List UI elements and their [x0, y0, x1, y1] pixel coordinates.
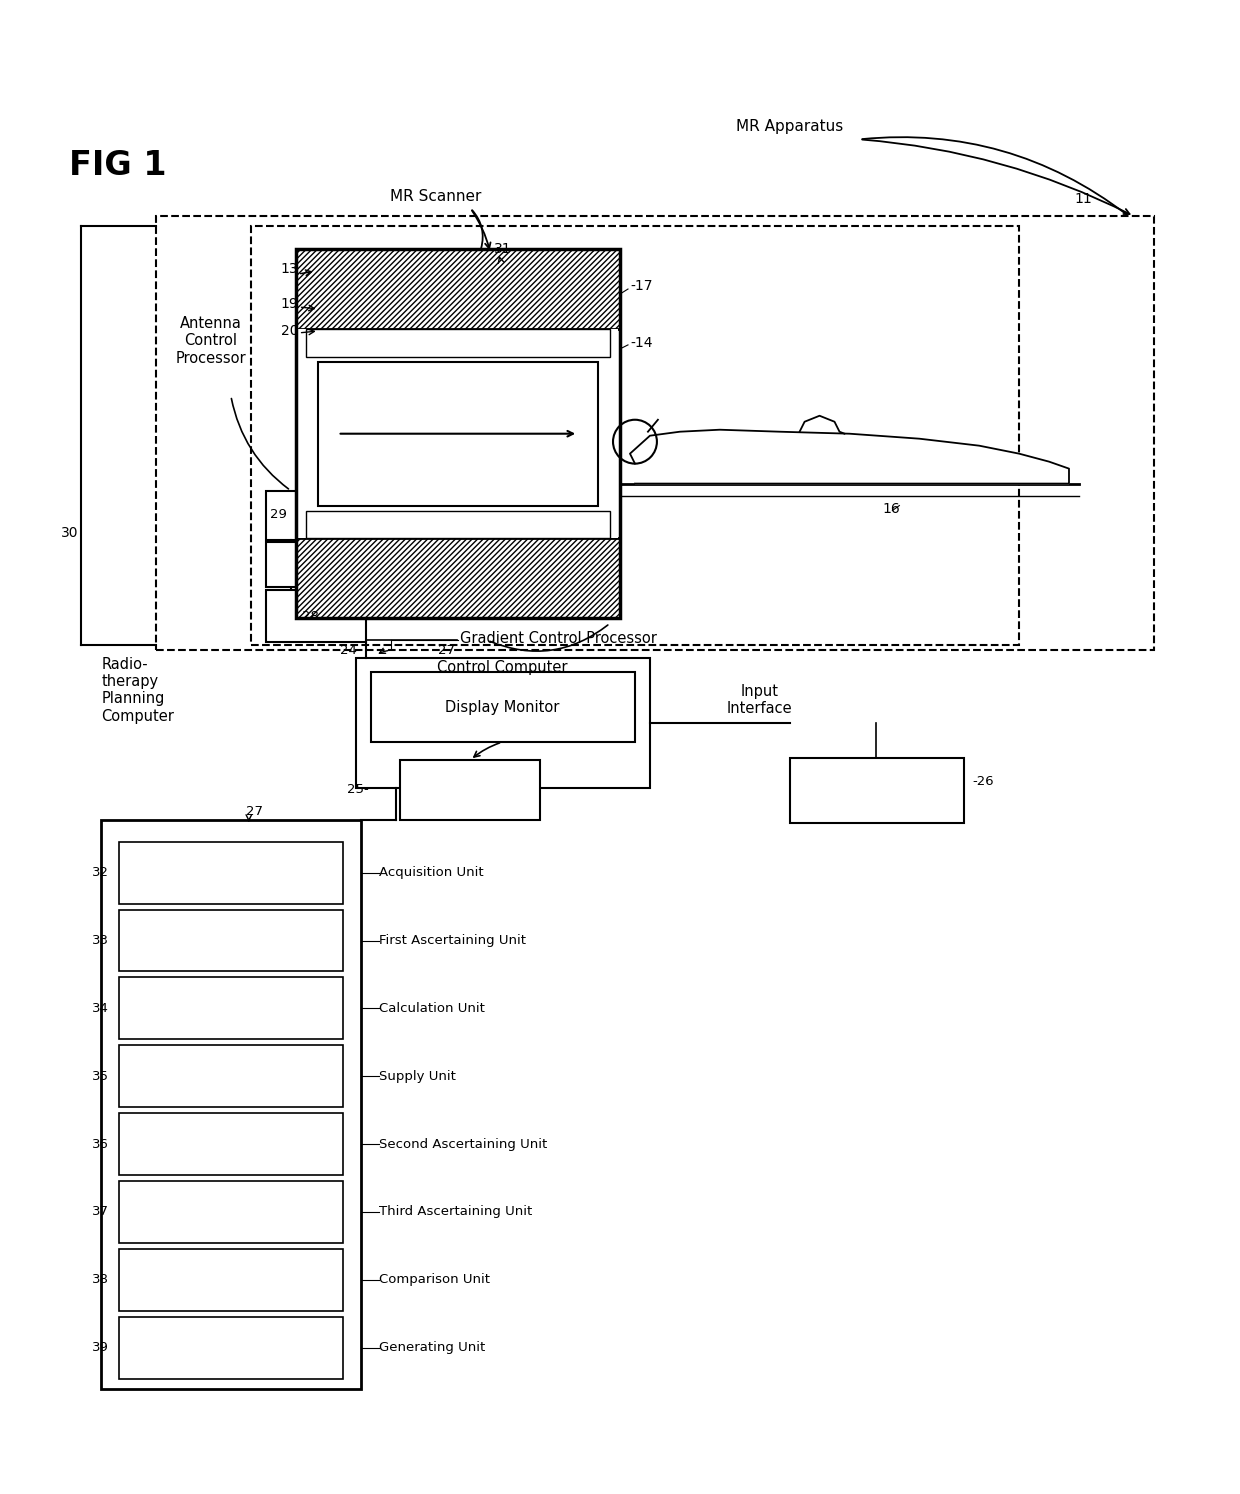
Text: 39: 39	[92, 1342, 109, 1354]
Text: 27: 27	[439, 644, 455, 657]
Bar	[298, 329, 618, 538]
Text: Gradient Control Processor: Gradient Control Processor	[460, 630, 657, 645]
Bar	[295, 249, 620, 329]
Text: 32: 32	[92, 867, 109, 878]
Text: 27: 27	[246, 805, 263, 819]
Text: Comparison Unit: Comparison Unit	[378, 1273, 490, 1286]
Text: FIG 1: FIG 1	[69, 149, 166, 182]
Bar	[119, 841, 342, 904]
Bar	[356, 659, 650, 787]
Text: First Ascertaining Unit: First Ascertaining Unit	[378, 934, 526, 947]
Text: 24: 24	[340, 644, 357, 657]
Bar	[119, 1182, 342, 1243]
Text: 38: 38	[92, 1273, 109, 1286]
Text: 19: 19	[280, 297, 299, 311]
Text: 11: 11	[1074, 193, 1091, 206]
Text: -17: -17	[630, 279, 652, 293]
Text: Generating Unit: Generating Unit	[378, 1342, 485, 1354]
Text: Control Computer: Control Computer	[436, 660, 568, 675]
Text: 33: 33	[92, 934, 109, 947]
Text: 29: 29	[270, 508, 286, 521]
Text: 28: 28	[303, 610, 319, 623]
Bar	[265, 490, 341, 541]
Text: 35: 35	[92, 1070, 109, 1083]
Bar	[250, 226, 1019, 645]
Text: -26: -26	[972, 775, 993, 789]
Text: 18: 18	[332, 445, 351, 459]
Text: 15: 15	[883, 439, 900, 453]
Bar	[295, 538, 620, 619]
Bar	[306, 511, 610, 538]
Bar	[371, 672, 635, 743]
Text: Acquisition Unit: Acquisition Unit	[378, 867, 484, 878]
Bar	[102, 820, 361, 1388]
Bar	[119, 1249, 342, 1310]
Text: MR Apparatus: MR Apparatus	[737, 120, 843, 134]
Text: Display Monitor: Display Monitor	[445, 699, 559, 714]
Text: Radio-
therapy
Planning
Computer: Radio- therapy Planning Computer	[102, 656, 174, 723]
Text: 30: 30	[61, 526, 78, 541]
Bar	[156, 217, 1153, 650]
Text: Second Ascertaining Unit: Second Ascertaining Unit	[378, 1137, 547, 1150]
Bar	[119, 1316, 342, 1379]
Text: Calculation Unit: Calculation Unit	[378, 1002, 485, 1014]
Text: 20: 20	[280, 324, 299, 338]
Text: 25-: 25-	[347, 783, 368, 796]
Bar	[119, 1046, 342, 1107]
Text: 37: 37	[92, 1206, 109, 1219]
Bar	[317, 362, 598, 505]
Bar	[119, 1113, 342, 1176]
Text: MR Scanner: MR Scanner	[389, 188, 481, 203]
Bar	[265, 542, 341, 587]
Bar	[401, 760, 541, 820]
Text: Supply Unit: Supply Unit	[378, 1070, 455, 1083]
Bar	[790, 757, 965, 823]
Text: 34: 34	[92, 1002, 109, 1014]
Text: Input
Interface: Input Interface	[727, 684, 792, 716]
Text: -14: -14	[630, 336, 652, 350]
Bar	[306, 329, 610, 357]
Bar	[119, 977, 342, 1040]
Text: Third Ascertaining Unit: Third Ascertaining Unit	[378, 1206, 532, 1219]
Text: 36: 36	[92, 1137, 109, 1150]
Text: 13: 13	[280, 261, 299, 276]
Polygon shape	[630, 430, 1069, 484]
Bar	[119, 910, 342, 971]
Text: 16: 16	[883, 502, 900, 515]
Bar	[295, 249, 620, 619]
Text: Antenna
Control
Processor: Antenna Control Processor	[176, 317, 247, 366]
Text: 31: 31	[495, 242, 512, 255]
Bar	[265, 590, 366, 642]
